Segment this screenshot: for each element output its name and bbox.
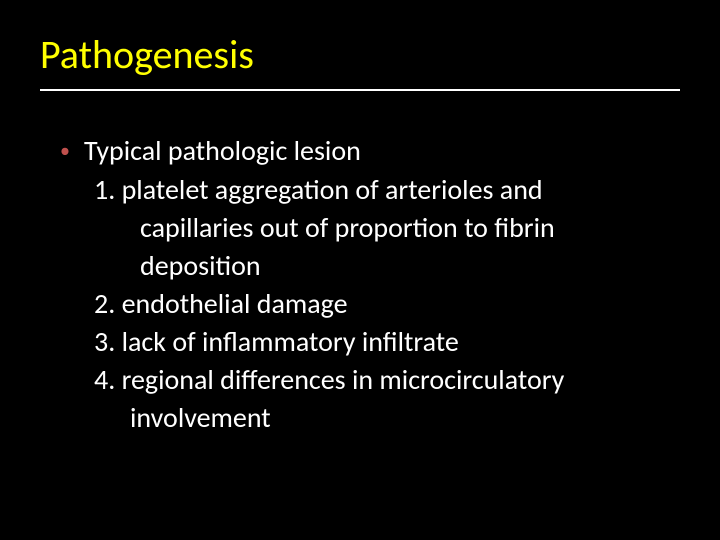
list-item: 1. platelet aggregation of arterioles an… [94,172,680,209]
slide-container: Pathogenesis • Typical pathologic lesion… [0,0,720,540]
list-item: 3. lack of inflammatory infiltrate [94,324,680,361]
list-item-cont: involvement [94,400,680,437]
numbered-list: 1. platelet aggregation of arterioles an… [60,172,680,437]
slide-body: • Typical pathologic lesion 1. platelet … [40,133,680,437]
list-item-cont: deposition [94,248,680,285]
list-item: 4. regional differences in microcirculat… [94,362,680,399]
list-item-cont: capillaries out of proportion to fibrin [94,210,680,247]
bullet-icon: • [60,141,70,161]
bullet-item: • Typical pathologic lesion [60,133,680,170]
slide-title: Pathogenesis [40,30,680,91]
list-item: 2. endothelial damage [94,286,680,323]
bullet-lead-text: Typical pathologic lesion [84,133,361,170]
